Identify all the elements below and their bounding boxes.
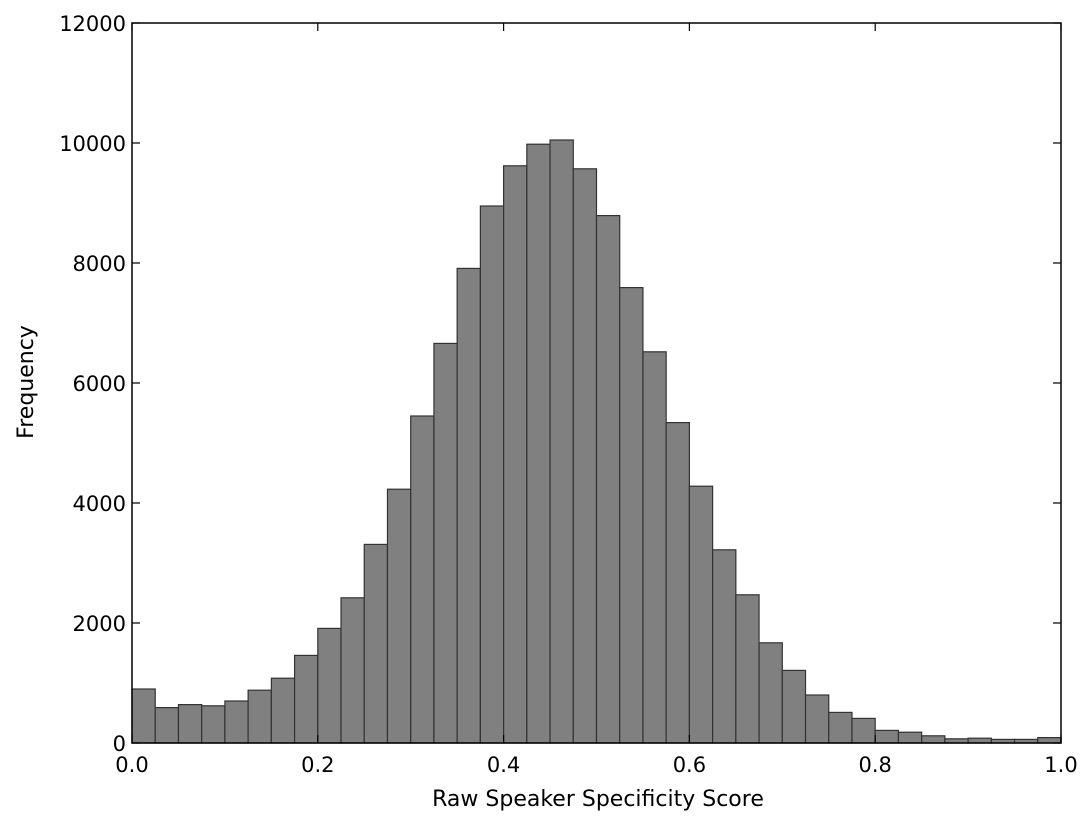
histogram-bar — [201, 705, 226, 744]
histogram-bar — [224, 700, 249, 744]
y-tick-labels: 0 2000 4000 6000 8000 10000 12000 — [59, 12, 126, 756]
histogram-bar — [1037, 736, 1062, 744]
y-tick-label: 6000 — [73, 372, 126, 396]
x-tick-label: 0.6 — [673, 753, 706, 777]
histogram-bar — [503, 165, 528, 744]
x-tick-labels: 0.0 0.2 0.4 0.6 0.8 1.0 — [115, 753, 1077, 777]
histogram-bar — [874, 729, 900, 744]
histogram-bar — [712, 549, 737, 744]
histogram-bar — [456, 267, 481, 744]
histogram-bar — [340, 597, 365, 744]
histogram-bar — [386, 488, 412, 744]
y-tick-label: 2000 — [73, 612, 126, 636]
histogram-bar — [688, 485, 714, 744]
histogram-bar — [131, 688, 156, 744]
histogram-bar — [247, 689, 272, 744]
histogram-bar — [317, 627, 342, 744]
y-axis-label: Frequency — [14, 325, 39, 439]
histogram-bar — [410, 415, 435, 744]
x-axis-label: Raw Speaker Specificity Score — [432, 787, 764, 812]
histogram-bar — [851, 717, 876, 744]
y-tick-label: 4000 — [73, 492, 126, 516]
histogram-bar — [526, 143, 551, 744]
histogram-bar — [479, 205, 505, 744]
histogram-bar — [642, 351, 667, 744]
histogram-bar — [549, 139, 574, 744]
histogram-bar — [595, 215, 621, 744]
histogram-bar — [921, 735, 946, 744]
x-tick-label: 0.4 — [487, 753, 520, 777]
histogram-bar — [363, 543, 389, 744]
histogram-bar — [572, 168, 598, 744]
plot-frame — [131, 22, 1062, 744]
histogram-bar — [828, 711, 853, 744]
histogram-bar — [177, 703, 203, 744]
histogram-bar — [619, 287, 644, 744]
histogram-bar — [758, 642, 783, 744]
histogram-bar — [154, 706, 180, 744]
y-tick-label: 8000 — [73, 252, 126, 276]
histogram-bar — [293, 654, 319, 744]
x-tick-label: 0.0 — [115, 753, 148, 777]
y-tick-label: 0 — [113, 732, 126, 756]
histogram-bar — [665, 422, 690, 744]
histogram-bar — [735, 594, 760, 744]
histogram-bar — [433, 342, 458, 744]
histogram-bar — [897, 731, 923, 744]
x-tick-label: 0.2 — [301, 753, 334, 777]
histogram-bar — [270, 677, 296, 744]
histogram-bar — [804, 694, 830, 744]
bars-group — [131, 139, 1062, 744]
x-tick-label: 0.8 — [858, 753, 891, 777]
y-tick-label: 10000 — [59, 132, 126, 156]
y-tick-label: 12000 — [59, 12, 126, 36]
x-tick-label: 1.0 — [1044, 753, 1077, 777]
histogram-bar — [781, 669, 807, 744]
